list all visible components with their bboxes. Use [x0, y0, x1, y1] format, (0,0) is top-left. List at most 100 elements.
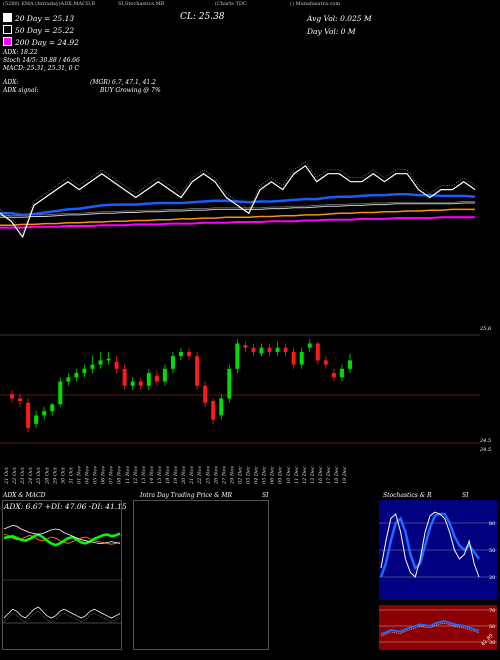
candle-body — [315, 343, 320, 361]
close-price-line — [0, 164, 476, 239]
date-label: 14 Nov — [149, 466, 155, 484]
candle-body — [219, 398, 224, 416]
date-label: 18 Nov — [165, 466, 171, 484]
moving-averages — [0, 161, 476, 234]
candle-body — [26, 402, 31, 429]
close-line — [0, 164, 476, 239]
date-label: 01 Nov — [76, 466, 82, 484]
price-chart: 21 Oct 22 Oct 23 Oct 24 Oct 25 Oct 28 Oct 29 O… — [0, 161, 480, 485]
ema200-line — [0, 216, 475, 229]
date-label: 10 Dec — [286, 466, 292, 484]
date-label: 24 Oct — [28, 466, 34, 485]
adx-panel-values: ADX: 6.67 +DI: 47.06 -DI: 41.15 — [4, 502, 127, 511]
date-label: 29 Oct — [52, 466, 58, 485]
candle-body — [130, 381, 135, 386]
date-label: 03 Dec — [246, 466, 252, 484]
date-label: 16 Dec — [318, 466, 324, 484]
legend-ema200-label: 200 Day = 24.92 — [15, 38, 79, 47]
date-label: 04 Dec — [254, 466, 260, 484]
date-label: 25 Oct — [36, 466, 42, 485]
date-label: 05 Nov — [93, 466, 99, 484]
date-label: 12 Dec — [302, 466, 308, 484]
date-label: 23 Oct — [20, 466, 26, 485]
date-label: 04 Nov — [85, 466, 91, 484]
date-label: 22 Nov — [197, 466, 203, 485]
header-title-1: (5280) EMA (Intraday)ADX,MACD,B — [3, 1, 96, 7]
date-label: 13 Dec — [310, 466, 316, 484]
adx-line — [3, 524, 121, 544]
intraday-panel-title: Intra Day Trading Price & MR — [140, 492, 233, 499]
date-label: 18 Dec — [334, 466, 340, 484]
buy-signal: BUY Growing @ 7% — [100, 87, 161, 94]
date-label: 02 Dec — [237, 466, 243, 484]
stoch-k-line — [380, 511, 480, 578]
candle-body — [211, 401, 216, 420]
ema100-line — [0, 208, 475, 226]
date-label: 12 Nov — [133, 466, 139, 484]
candle-body — [331, 373, 336, 378]
date-label: 19 Dec — [342, 466, 348, 484]
date-label: 07 Nov — [109, 466, 115, 484]
date-label: 27 Nov — [221, 466, 227, 485]
header-title-2: SI,Stochastics,MR — [118, 1, 165, 7]
date-label: 29 Nov — [229, 466, 235, 485]
date-label: 25 Nov — [205, 466, 211, 485]
date-label: 19 Nov — [173, 466, 179, 484]
date-axis: 21 Oct 22 Oct 23 Oct 24 Oct 25 Oct 28 Oct 29 O… — [4, 466, 348, 485]
candle-body — [106, 358, 111, 361]
candle-body — [339, 368, 344, 378]
date-label: 21 Nov — [189, 466, 195, 485]
date-label: 11 Nov — [125, 466, 131, 484]
stoch-tick-label: 80 — [489, 521, 495, 527]
adx-signal-label: ADX signal: — [3, 87, 39, 94]
rsi-line — [380, 620, 480, 635]
candle-body — [348, 360, 352, 369]
intraday-panel-title-right: SI — [262, 492, 269, 499]
date-label: 11 Dec — [294, 466, 300, 484]
legend-ema20-label: 20 Day = 25.13 — [15, 14, 75, 23]
mgr-value: (MGR) 6.7, 47.1, 41.2 — [90, 79, 156, 86]
candle-body — [82, 368, 87, 374]
candle-body — [307, 343, 312, 348]
macd-line — [3, 606, 121, 619]
legend-ema20: 20 Day = 25.13 — [3, 13, 74, 23]
close-price: CL: 25.38 — [180, 12, 225, 22]
date-label: 20 Nov — [181, 466, 187, 485]
candle-body — [162, 368, 167, 382]
adx-value: ADX: 18.22 — [3, 49, 38, 56]
price-axis-bottom: 24.5 — [480, 447, 492, 453]
header-title-3: (Charts TDC — [215, 1, 247, 7]
candle-body — [18, 398, 23, 401]
legend-ema50-label: 50 Day = 25.22 — [15, 26, 75, 35]
candle-body — [74, 373, 79, 378]
candle-body — [114, 362, 119, 369]
macd-signal-line — [3, 610, 121, 623]
candle-body — [98, 360, 103, 365]
legend-ema50: 50 Day = 25.22 — [3, 25, 74, 35]
candle-body — [146, 373, 151, 386]
date-label: 06 Nov — [101, 466, 107, 484]
adx-panel-title: ADX & MACD — [3, 492, 46, 499]
candle-body — [251, 347, 256, 352]
legend-swatch-20 — [3, 13, 12, 22]
candle-body — [66, 377, 71, 382]
rsi-tick-label: 30 — [489, 640, 495, 646]
intraday-panel — [133, 500, 269, 650]
candle-body — [122, 368, 127, 386]
date-label: 28 Oct — [44, 466, 50, 485]
adx-macd-panel — [2, 500, 122, 650]
header-title-4: () Munafasutra.com — [290, 1, 341, 7]
rsi-tick-label: 50 — [489, 624, 495, 630]
candle-body — [187, 351, 192, 357]
close-dotted-line — [0, 161, 476, 234]
avg-volume: Avg Vol: 0.025 M — [307, 14, 372, 23]
stoch-value: Stoch 14/5: 30.88 / 46.66 — [3, 57, 80, 64]
date-label: 05 Dec — [262, 466, 268, 484]
candle-body — [299, 351, 304, 365]
legend-swatch-50 — [3, 25, 12, 34]
legend-ema200: 200 Day = 24.92 — [3, 37, 79, 47]
candle-body — [203, 385, 208, 403]
candle-body — [170, 356, 175, 369]
rsi-tick-label: 70 — [489, 608, 495, 614]
